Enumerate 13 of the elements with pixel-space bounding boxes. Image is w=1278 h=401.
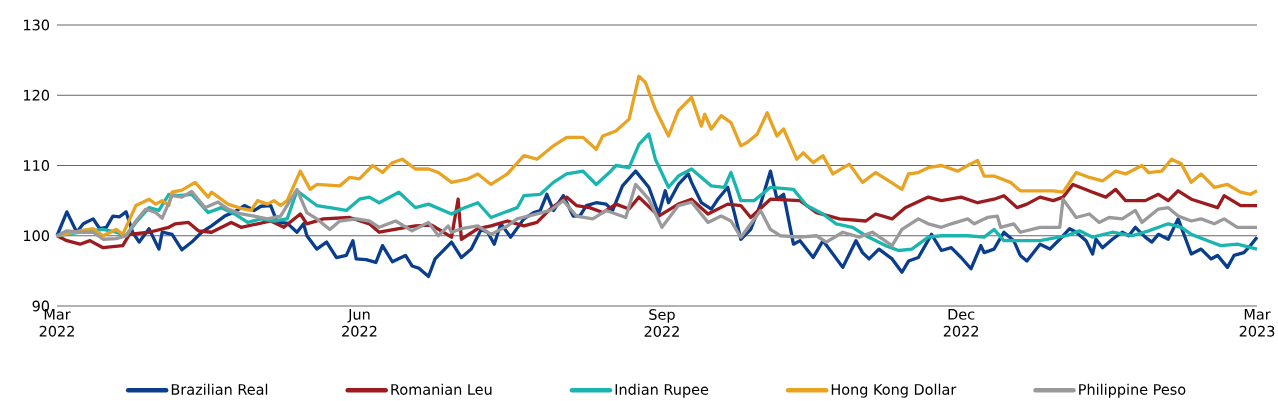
legend-label: Brazilian Real [171,383,268,395]
x-tick-label: Mar 2023 [1239,309,1275,337]
y-tick-label: 100 [24,230,50,242]
x-tick-label: Dec 2022 [943,309,979,337]
legend-label: Indian Rupee [615,383,709,398]
legend-label: Romanian Leu [391,383,492,395]
legend-label: Philippine Peso [1079,383,1186,398]
y-tick-label: 120 [24,89,50,101]
y-tick-label: 130 [24,19,50,31]
y-tick-label: 110 [24,160,50,171]
x-tick-label: Sep 2022 [644,309,679,337]
x-tick-label: Jun 2022 [342,309,377,337]
legend-label: Hong Kong Dollar [831,383,957,398]
